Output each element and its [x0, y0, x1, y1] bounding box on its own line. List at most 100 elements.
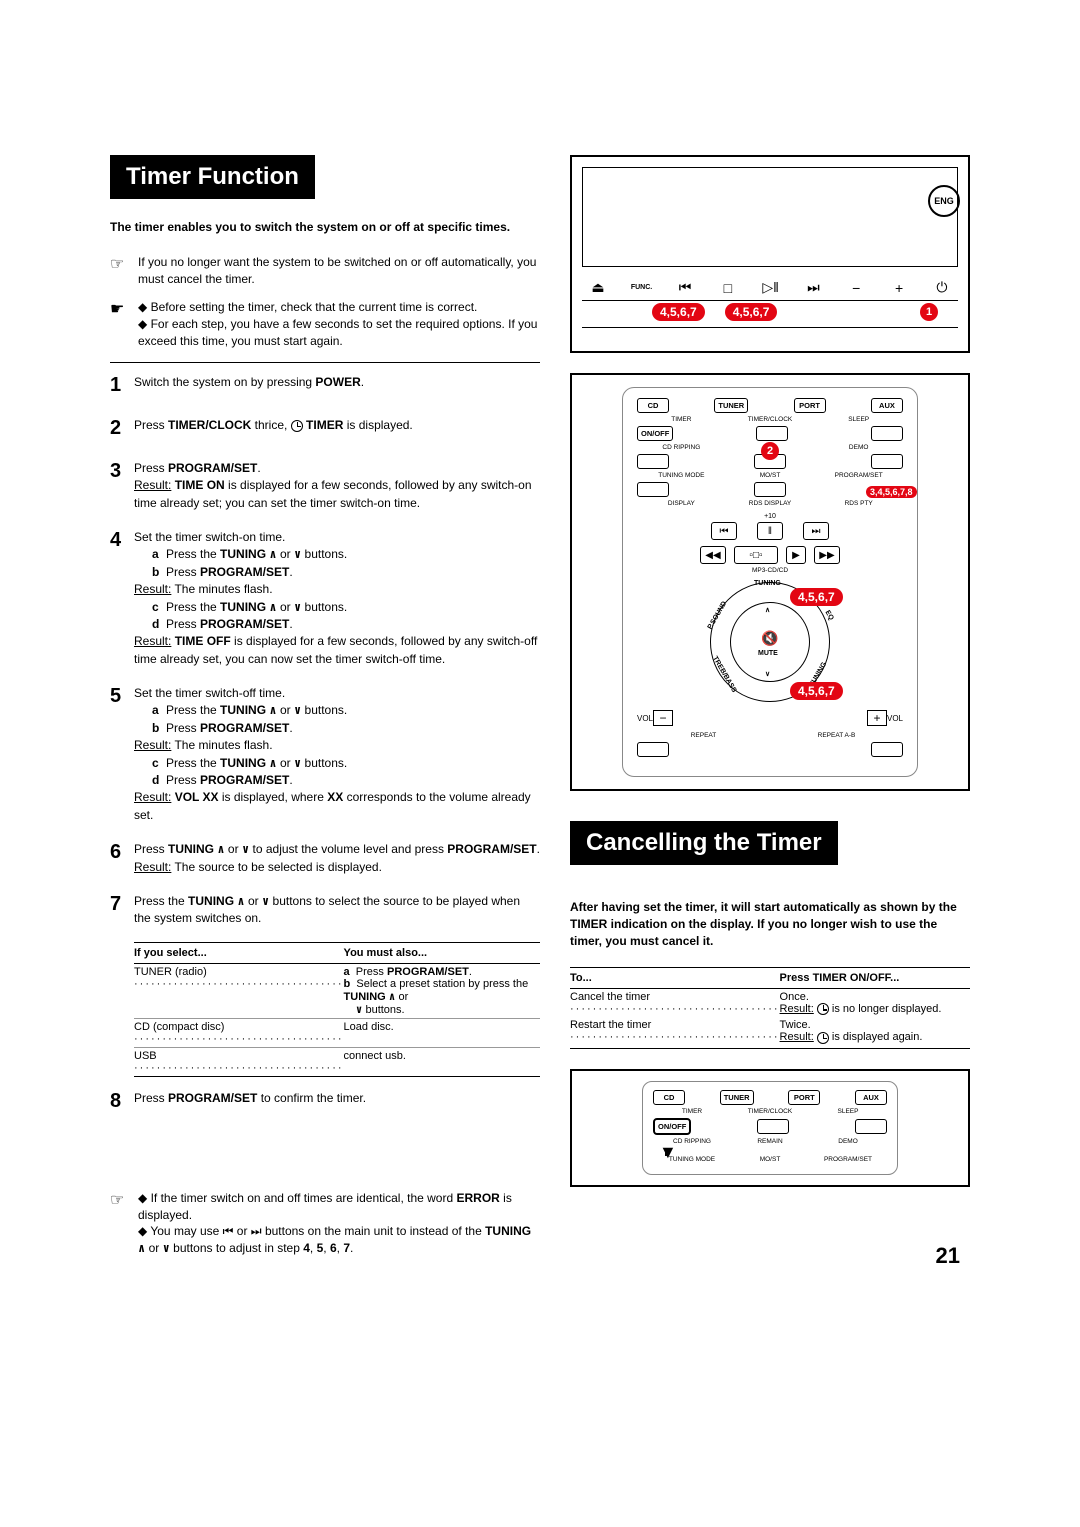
- callout-bubble: 4,5,6,7: [652, 303, 705, 321]
- lbl-tuning: TUNING: [754, 580, 781, 587]
- lbl-timerclock: TIMER/CLOCK: [726, 416, 815, 423]
- lbl-display: DISPLAY: [637, 500, 726, 507]
- eject-icon: ⏏: [588, 279, 608, 296]
- text: PROGRAM/SET: [200, 773, 289, 787]
- pointer-icon: ☞: [110, 1190, 138, 1257]
- cell: USB: [134, 1050, 157, 1062]
- text: 5: [317, 1241, 324, 1255]
- lbl-most: MO/ST: [726, 472, 815, 479]
- btn-onoff: ON/OFF: [637, 426, 673, 441]
- text: Select a preset station by press the: [356, 978, 528, 990]
- step-8: 8 Press PROGRAM/SET to confirm the timer…: [110, 1087, 540, 1116]
- text: PROGRAM/SET: [200, 565, 289, 579]
- step-num: 6: [110, 838, 134, 876]
- right-column: ⏏ FUNC. ⏮ □ ▷‖ ⏭ − + ⏻ 4,5,6,7 4,5,6,7 1…: [570, 155, 970, 1187]
- hand-icon: ☛: [110, 299, 138, 349]
- sub-a: a: [152, 702, 166, 719]
- text: Set the timer switch-off time.: [134, 686, 285, 700]
- lbl-rdspty: RDS PTY: [814, 500, 903, 507]
- text: TUNING: [220, 600, 266, 614]
- text: TUNING: [168, 842, 214, 856]
- text: TUNING: [485, 1224, 531, 1238]
- text: buttons to adjust in step: [170, 1241, 303, 1255]
- text: is displayed again.: [829, 1031, 923, 1043]
- btn-blank: [754, 482, 786, 497]
- chevron-up-icon: ∧: [269, 547, 276, 561]
- text: is displayed, where: [219, 790, 328, 804]
- step-num: 7: [110, 890, 134, 928]
- divider: [110, 362, 540, 363]
- text: Press: [134, 1091, 168, 1105]
- func-label: FUNC.: [631, 284, 652, 291]
- chevron-up-icon: ∧: [237, 894, 244, 908]
- text: to adjust the volume level and press: [249, 842, 447, 856]
- lbl-cdripping: CD RIPPING: [673, 1138, 711, 1145]
- dots: [134, 1033, 344, 1045]
- lbl-mp3: MP3-CD/CD: [637, 567, 903, 574]
- chevron-up-icon: ∧: [269, 600, 276, 614]
- play-pause-icon: ▷‖: [761, 279, 781, 296]
- power-icon: ⏻: [932, 279, 952, 296]
- text: or: [277, 547, 294, 561]
- text: PROGRAM/SET: [168, 1091, 257, 1105]
- dots: [134, 1062, 344, 1074]
- th-select: If you select...: [134, 942, 344, 963]
- lbl-remain: REMAIN: [731, 1138, 809, 1145]
- pause-icon: ‖: [757, 522, 783, 540]
- minus-icon: −: [653, 710, 673, 726]
- callout-bubble: 4,5,6,7: [725, 303, 778, 321]
- pointer-icon: ☞: [110, 254, 138, 288]
- lbl-vol: VOL: [637, 714, 653, 723]
- text: TUNING: [220, 756, 266, 770]
- text: TIME ON: [171, 478, 224, 492]
- result-label: Result:: [780, 1003, 814, 1015]
- chevron-up-icon: ∧: [217, 842, 224, 856]
- dpad: TUNING P.SOUND EQ 🔇 MUTE ∧ ∨ TREB/BASS T…: [710, 582, 830, 702]
- lbl-programset: PROGRAM/SET: [809, 1156, 887, 1163]
- text: TUNING: [188, 894, 234, 908]
- lang-badge: ENG: [928, 185, 960, 217]
- text: TUNING: [220, 703, 266, 717]
- text: 6: [330, 1241, 337, 1255]
- text: TIME OFF: [171, 634, 230, 648]
- step-3: 3 Press PROGRAM/SET. Result: TIME ON is …: [110, 457, 540, 512]
- text: or: [145, 1241, 162, 1255]
- cancel-table: To...Press TIMER ON/OFF... Cancel the ti…: [570, 967, 970, 1048]
- lbl-sleep: SLEEP: [809, 1108, 887, 1115]
- sub-b: b: [152, 720, 166, 737]
- lbl-demo: DEMO: [814, 444, 903, 451]
- sub-b: b: [152, 564, 166, 581]
- btn-blank: [855, 1119, 887, 1134]
- text: buttons.: [301, 600, 347, 614]
- arrow-down-icon: ▼: [659, 1148, 677, 1157]
- forward-icon: ▶▶: [814, 546, 840, 564]
- lbl-plus10: +10: [637, 513, 903, 520]
- step-num: 4: [110, 526, 134, 668]
- text: Press the: [166, 703, 220, 717]
- text: Press: [166, 565, 200, 579]
- play-icon: ▶: [786, 546, 806, 564]
- result-label: Result:: [134, 582, 171, 596]
- th-press: Press TIMER ON/OFF...: [780, 968, 970, 989]
- plus-icon: +: [867, 710, 887, 726]
- cell: Cancel the timer: [570, 991, 650, 1003]
- text: Press the: [134, 894, 188, 908]
- prev-track-icon: ⏮: [711, 522, 737, 540]
- text: .: [361, 375, 364, 389]
- remote-diagram: CD TUNER PORT AUX TIMER TIMER/CLOCK SLEE…: [570, 373, 970, 791]
- text: buttons.: [301, 703, 347, 717]
- text: If the timer switch on and off times are…: [151, 1191, 457, 1205]
- cancel-intro: After having set the timer, it will star…: [570, 899, 970, 949]
- text: PROGRAM/SET: [200, 617, 289, 631]
- text: .: [289, 565, 292, 579]
- step-7: 7 Press the TUNING ∧ or ∨ buttons to sel…: [110, 890, 540, 928]
- next-track-icon: ⏭: [803, 522, 829, 540]
- left-column: Timer Function The timer enables you to …: [110, 155, 540, 1269]
- lbl-programset: PROGRAM/SET: [814, 472, 903, 479]
- result-label: Result:: [134, 738, 171, 752]
- text: POWER: [315, 375, 360, 389]
- cell: Restart the timer: [570, 1019, 651, 1031]
- text: The source to be selected is displayed.: [171, 860, 382, 874]
- note-presetting: ☛ Before setting the timer, check that t…: [110, 299, 540, 349]
- timer-icon: [817, 1003, 829, 1015]
